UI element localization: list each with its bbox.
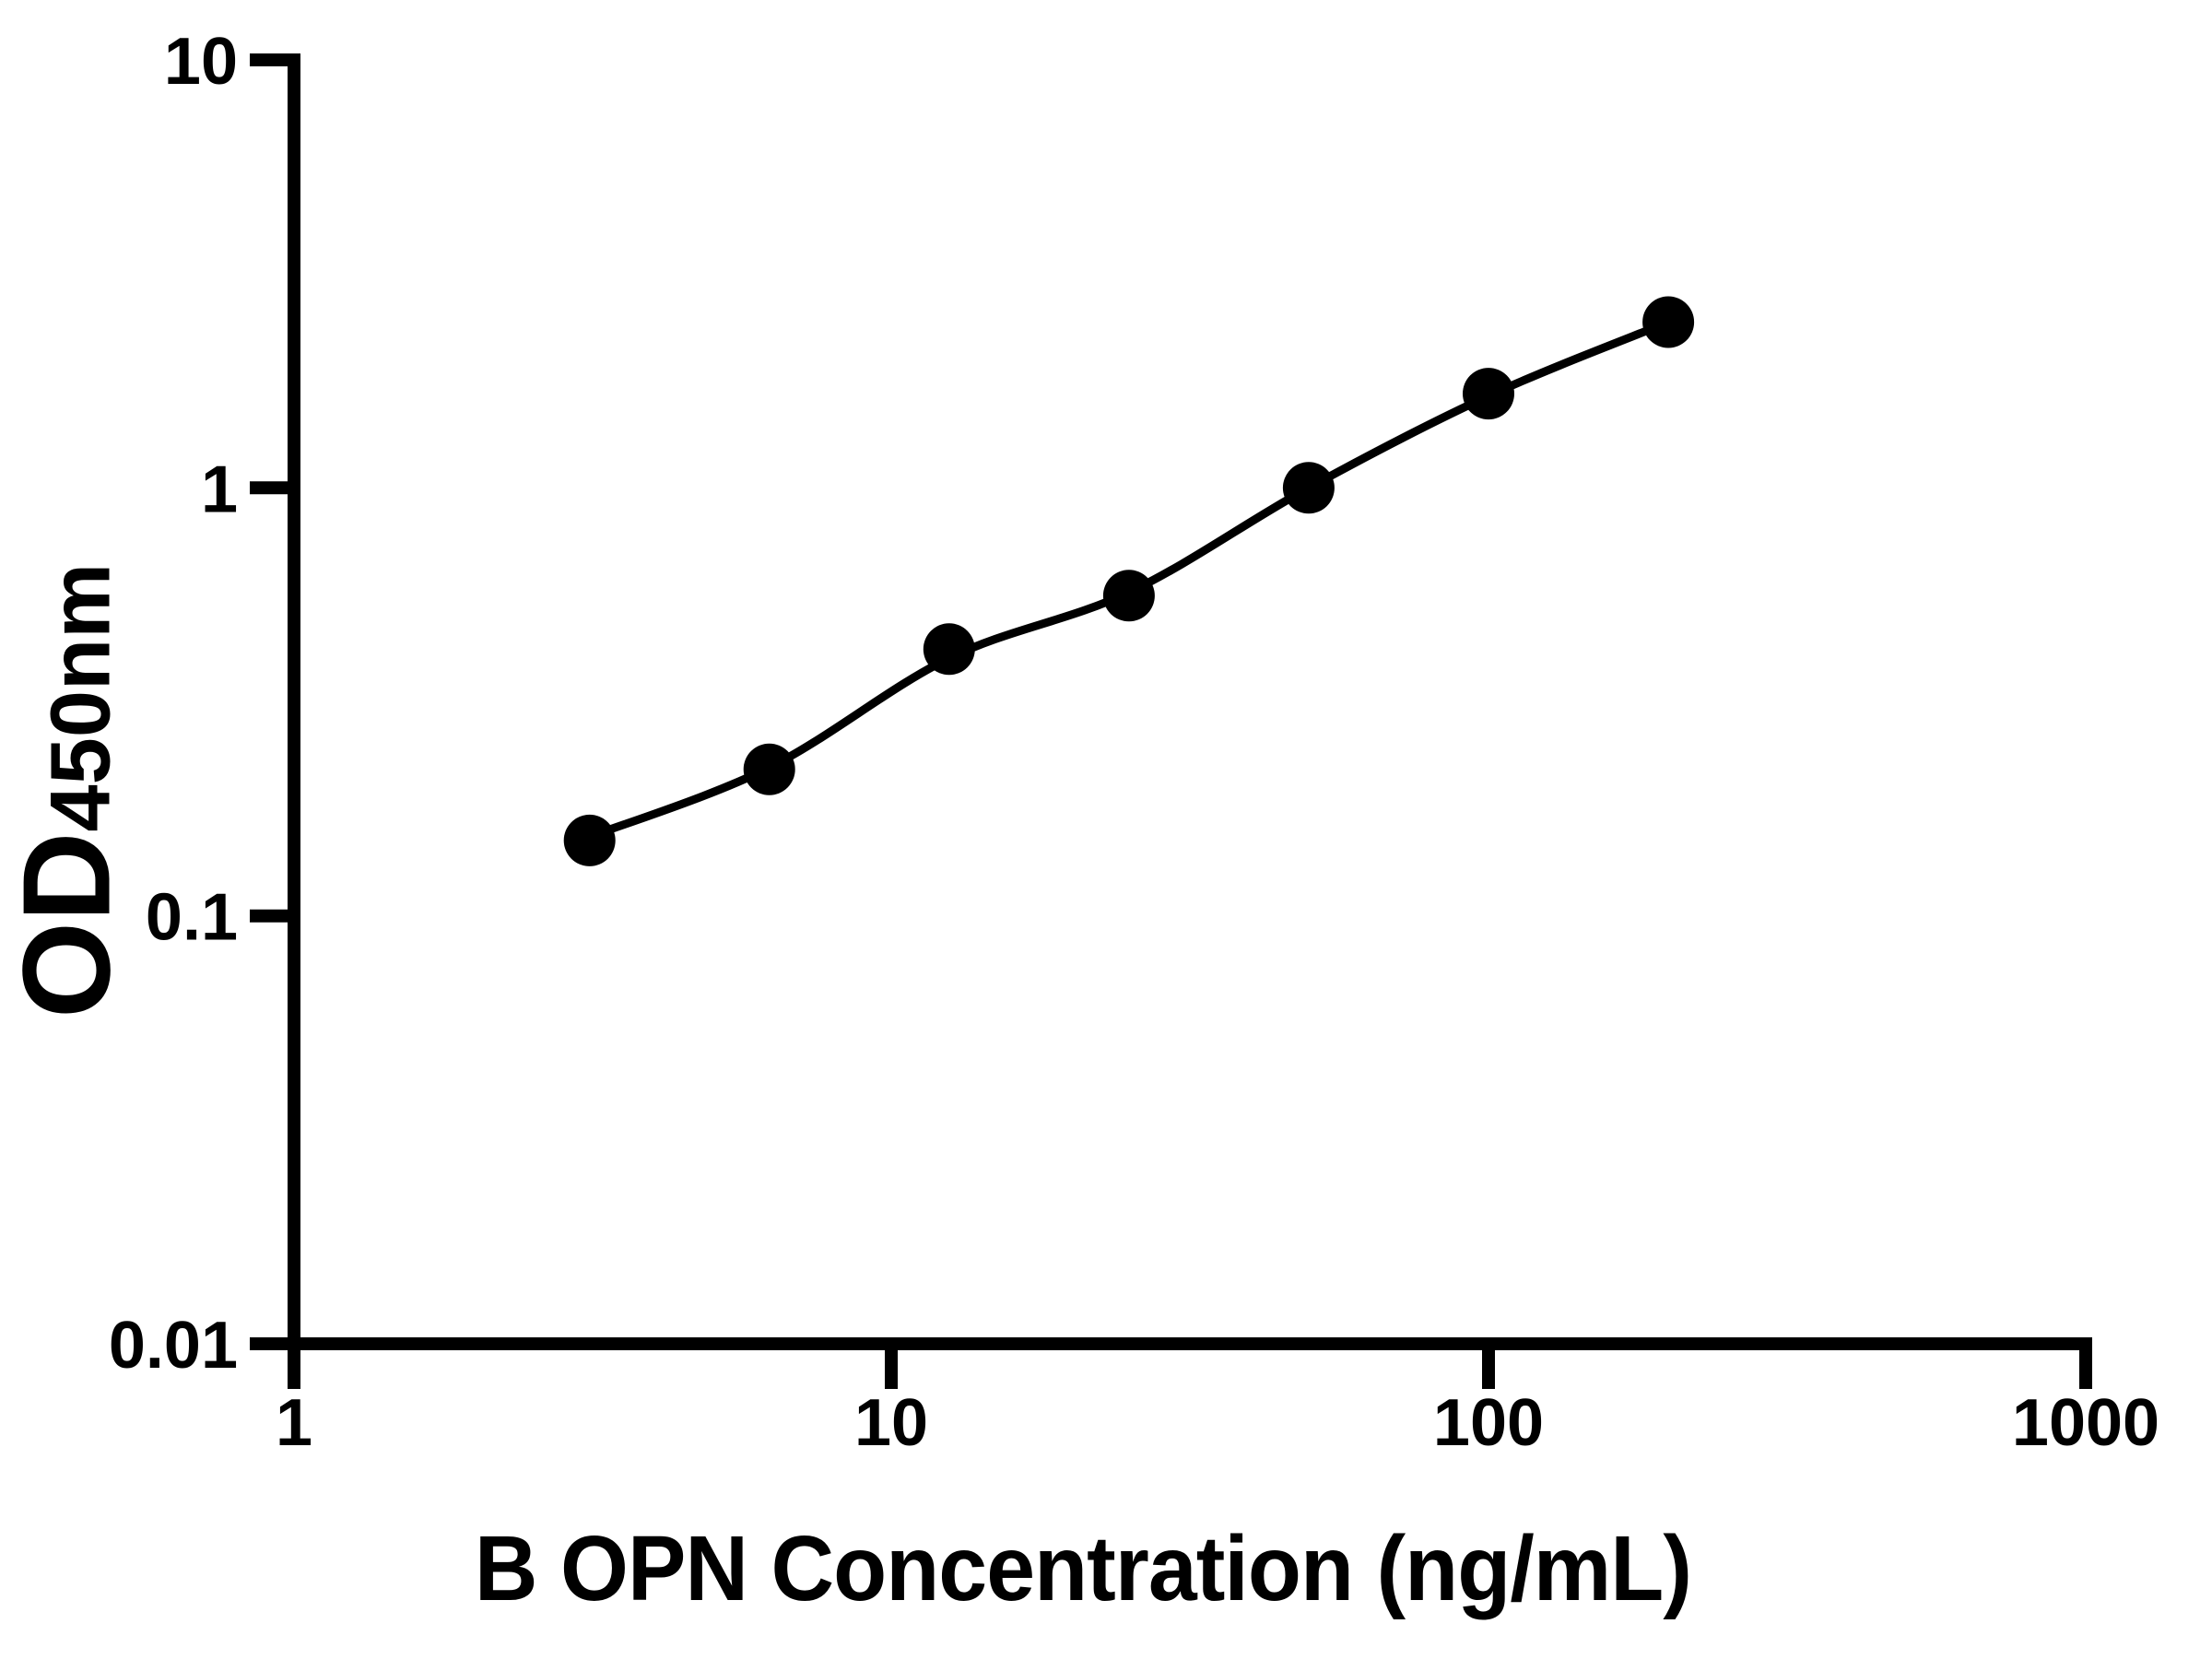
y-axis-tick-label: 1 [201,453,238,526]
y-axis-tick-label: 0.1 [146,881,238,955]
data-point [1463,368,1514,420]
data-point [1642,296,1695,348]
x-axis-tick-label: 1 [276,1386,312,1460]
x-axis-title: B OPN Concentration (ng/mL) [474,1517,1692,1620]
y-axis-title-main: OD [0,831,136,1019]
y-axis-title-subscript: 450nm [33,563,128,832]
x-axis-tick-label: 100 [1433,1386,1544,1460]
y-axis-tick-label: 10 [164,25,238,99]
y-axis-title: OD450nm [0,563,136,1018]
data-point [1102,570,1155,622]
x-axis-tick-label: 1000 [2012,1386,2159,1460]
data-point [1282,462,1335,514]
data-point [563,814,616,866]
y-axis-tick-label: 0.01 [109,1309,238,1382]
data-point [743,743,795,795]
data-point [923,623,975,676]
x-axis-tick-label: 10 [854,1386,928,1460]
